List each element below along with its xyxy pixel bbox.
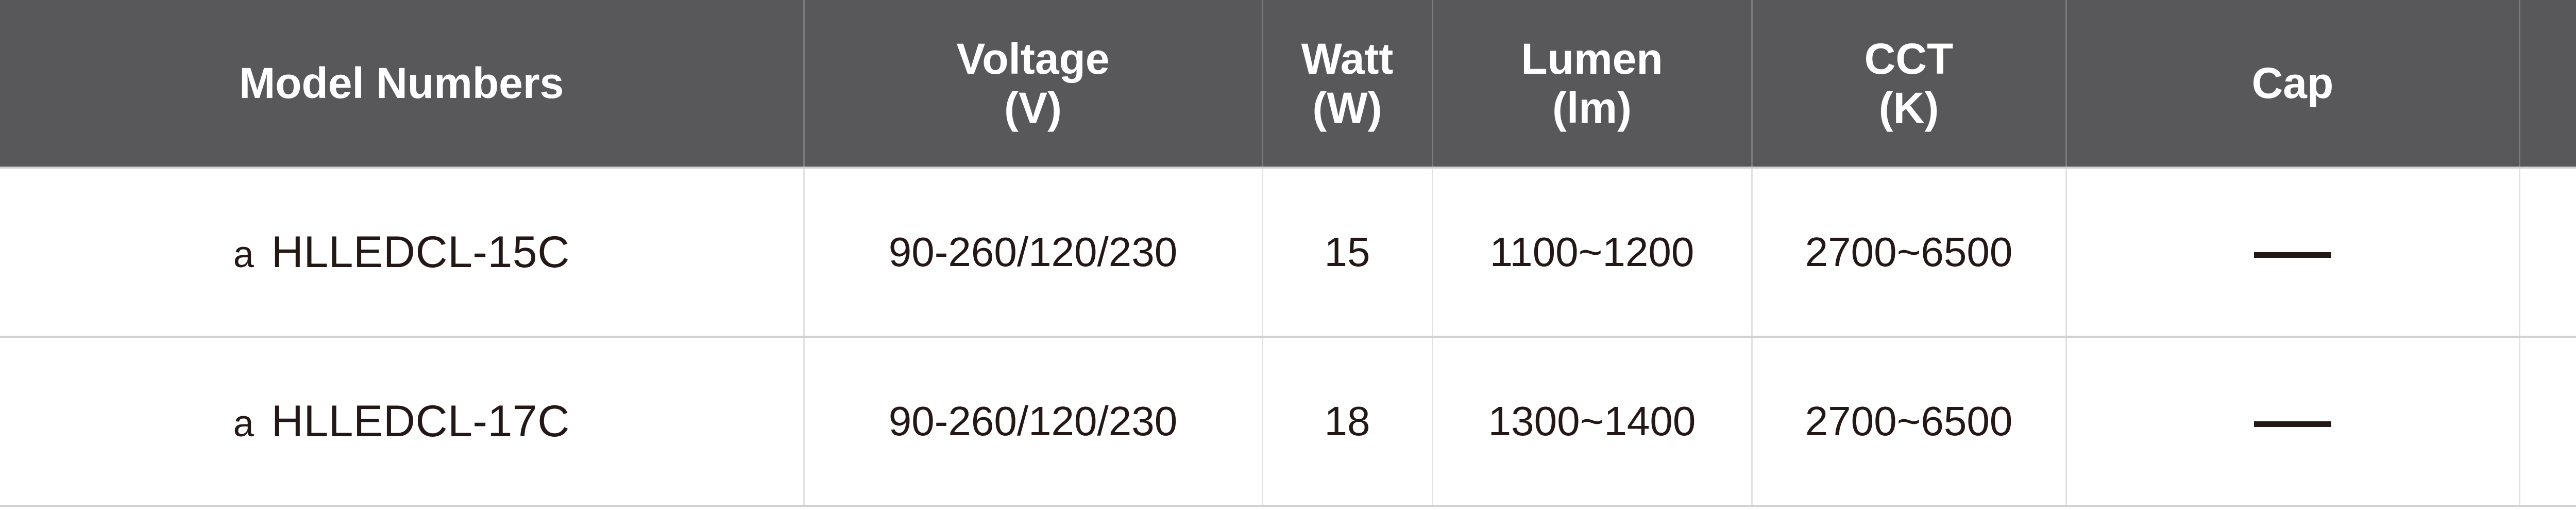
column-header-lumen: Lumen (lm) <box>1432 0 1753 169</box>
cell-model-numbers: a HLLEDCL-15C <box>0 168 805 338</box>
model-code: HLLEDCL-17C <box>271 396 570 446</box>
column-header-cct: CCT (K) <box>1752 0 2067 169</box>
column-header-model-numbers: Model Numbers <box>0 0 805 169</box>
cell-watt: 15 <box>1262 168 1433 338</box>
table-row: a HLLEDCL-15C 90-260/120/230 15 1100~120… <box>0 168 2576 338</box>
table-header: Model Numbers Voltage (V) Watt (W) Lumen… <box>0 0 2576 169</box>
header-row: Model Numbers Voltage (V) Watt (W) Lumen… <box>0 0 2576 169</box>
cell-cct: 2700~6500 <box>1752 168 2067 338</box>
cell-watt: 18 <box>1262 337 1433 507</box>
cell-voltage: 90-260/120/230 <box>804 337 1263 507</box>
cell-cap <box>2066 168 2520 338</box>
column-header-watt: Watt (W) <box>1262 0 1433 169</box>
cell-cct: 2700~6500 <box>1752 337 2067 507</box>
cell-size: 304*90.5 <box>2519 168 2576 338</box>
cell-lumen: 1300~1400 <box>1432 337 1753 507</box>
table-body: a HLLEDCL-15C 90-260/120/230 15 1100~120… <box>0 168 2576 507</box>
column-header-cap: Cap <box>2066 0 2520 169</box>
column-header-voltage: Voltage (V) <box>804 0 1263 169</box>
cell-cap <box>2066 337 2520 507</box>
table-row: a HLLEDCL-17C 90-260/120/230 18 1300~140… <box>0 337 2576 507</box>
em-dash-icon <box>2254 421 2331 427</box>
em-dash-icon <box>2254 252 2331 258</box>
cell-voltage: 90-260/120/230 <box>804 168 1263 338</box>
model-marker: a <box>233 234 254 275</box>
model-marker: a <box>233 403 254 445</box>
cell-size: 304*90.5 <box>2519 337 2576 507</box>
cell-lumen: 1100~1200 <box>1432 168 1753 338</box>
column-header-size: Size (mm) <box>2519 0 2576 169</box>
cell-model-numbers: a HLLEDCL-17C <box>0 337 805 507</box>
model-code: HLLEDCL-15C <box>271 227 570 277</box>
